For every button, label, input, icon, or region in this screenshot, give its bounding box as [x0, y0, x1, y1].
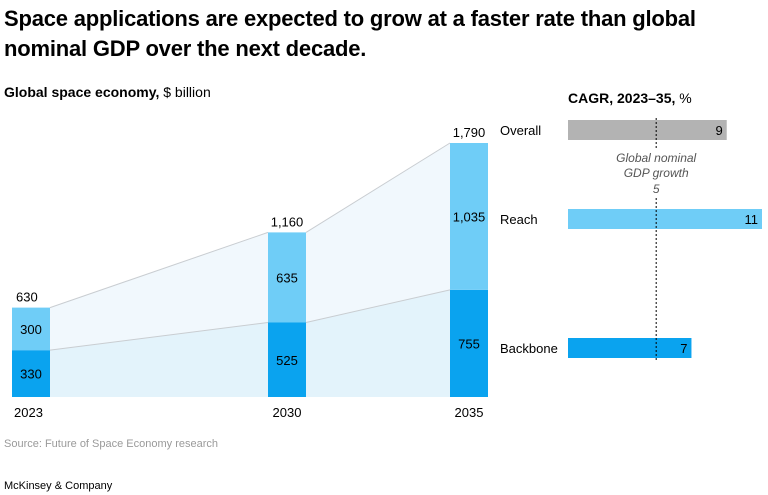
reach-bar [268, 232, 306, 323]
cagr-bar [568, 209, 762, 229]
reach-value-label: 1,035 [453, 209, 486, 224]
backbone-bar [268, 322, 306, 397]
backbone-bar [450, 289, 488, 397]
backbone-connector-band [50, 322, 268, 397]
reach-connector-line [305, 142, 451, 233]
backbone-connector-band [306, 289, 450, 397]
chart-headline: Space applications are expected to grow … [4, 6, 696, 61]
x-axis-tick-label: 2023 [14, 405, 43, 420]
gdp-growth-reference-label: Global nominal [616, 151, 696, 165]
brand-logo: McKinsey & Company [4, 480, 113, 492]
reach-bar [450, 143, 488, 290]
reach-value-label: 635 [276, 270, 298, 285]
total-value-label: 1,790 [453, 125, 486, 140]
total-value-label: 1,160 [271, 214, 304, 229]
cagr-category-label: Overall [500, 123, 541, 138]
backbone-bar [12, 350, 50, 397]
cagr-bar [568, 338, 692, 358]
x-axis-tick-label: 2030 [273, 405, 302, 420]
reach-connector-line [49, 231, 269, 309]
total-value-label: 630 [16, 290, 38, 305]
reach-bar [12, 307, 50, 351]
x-axis-tick-label: 2035 [455, 405, 484, 420]
source-note: Source: Future of Space Economy research [4, 438, 218, 450]
backbone-connector-line [49, 322, 269, 351]
gdp-growth-reference-value: 5 [653, 182, 660, 196]
right-chart-title: CAGR, 2023–35, % [568, 90, 692, 106]
cagr-value-label: 9 [715, 123, 722, 138]
cagr-bar [568, 120, 727, 140]
reach-value-label: 300 [20, 322, 42, 337]
left-chart-unit: $ billion [163, 84, 211, 100]
reach-connector-band [306, 143, 450, 323]
cagr-category-label: Reach [500, 212, 538, 227]
right-chart-title-text: CAGR, 2023–35, [568, 90, 676, 106]
backbone-connector-line [305, 289, 451, 323]
reference-annotation-background [608, 149, 705, 197]
backbone-value-label: 525 [276, 353, 298, 368]
reach-connector-band [50, 232, 268, 351]
backbone-value-label: 330 [20, 367, 42, 382]
cagr-value-label: 11 [745, 212, 759, 227]
cagr-category-label: Backbone [500, 341, 558, 356]
backbone-value-label: 755 [458, 336, 480, 351]
left-chart-title: Global space economy, $ billion [4, 84, 211, 100]
right-chart-unit: % [679, 90, 692, 106]
gdp-growth-reference-label: GDP growth [624, 166, 689, 180]
cagr-value-label: 7 [680, 341, 687, 356]
left-chart-title-text: Global space economy, [4, 84, 160, 100]
